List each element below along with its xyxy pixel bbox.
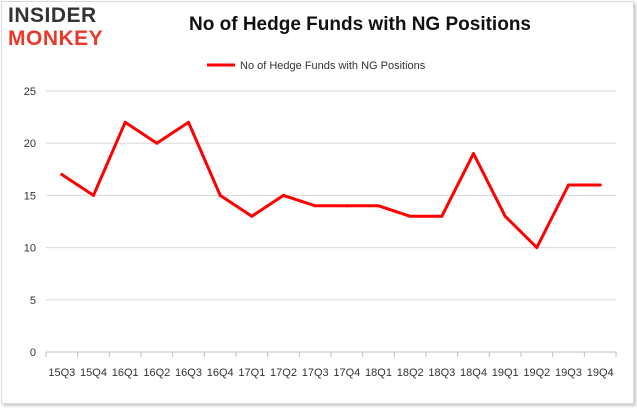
- data-point: [187, 120, 190, 124]
- x-tick-label: 19Q2: [523, 367, 550, 379]
- data-point: [92, 193, 95, 197]
- x-tick-label: 18Q4: [460, 367, 487, 379]
- series-line: [60, 120, 602, 250]
- data-point: [155, 141, 159, 145]
- data-point: [60, 173, 64, 177]
- data-point: [345, 204, 349, 208]
- x-tick-label: 19Q4: [587, 367, 614, 379]
- data-point: [218, 193, 222, 197]
- x-tick-label: 17Q4: [333, 367, 360, 379]
- legend-label: No of Hedge Funds with NG Positions: [240, 60, 426, 72]
- data-point: [598, 183, 602, 187]
- y-tick-label: 5: [30, 295, 36, 307]
- x-tick-label: 18Q2: [397, 367, 424, 379]
- data-point: [377, 204, 380, 208]
- x-tick-label: 16Q4: [207, 367, 234, 379]
- data-point: [440, 214, 444, 218]
- y-tick-label: 20: [24, 138, 36, 150]
- data-point: [567, 183, 570, 187]
- data-point: [472, 152, 475, 156]
- x-tick-label: 18Q1: [365, 367, 392, 379]
- x-tick-label: 17Q3: [302, 367, 329, 379]
- data-point: [535, 246, 539, 250]
- x-tick-label: 19Q1: [492, 367, 519, 379]
- data-point: [250, 214, 254, 218]
- logo-text-monkey: MONKEY: [8, 27, 104, 50]
- chart-title: No of Hedge Funds with NG Positions: [189, 14, 531, 35]
- x-tick-label: 16Q3: [175, 367, 202, 379]
- x-tick-label: 15Q4: [80, 367, 107, 379]
- data-point: [503, 214, 507, 218]
- data-point: [408, 214, 412, 218]
- y-tick-label: 0: [30, 347, 36, 359]
- x-tick-label: 16Q1: [112, 367, 139, 379]
- data-point: [313, 204, 317, 208]
- y-tick-label: 25: [24, 86, 36, 98]
- x-tick-label: 17Q1: [238, 367, 265, 379]
- data-point: [123, 120, 127, 124]
- x-tick-label: 15Q3: [48, 367, 75, 379]
- insider-monkey-logo: INSIDER MONKEY: [8, 5, 120, 53]
- data-point: [282, 193, 285, 197]
- y-tick-label: 10: [24, 243, 36, 255]
- x-tick-label: 16Q2: [143, 367, 170, 379]
- x-tick-label: 17Q2: [270, 367, 297, 379]
- y-tick-label: 15: [24, 190, 36, 202]
- x-tick-label: 18Q3: [428, 367, 455, 379]
- x-tick-label: 19Q3: [555, 367, 582, 379]
- logo-text-insider: INSIDER: [8, 4, 97, 27]
